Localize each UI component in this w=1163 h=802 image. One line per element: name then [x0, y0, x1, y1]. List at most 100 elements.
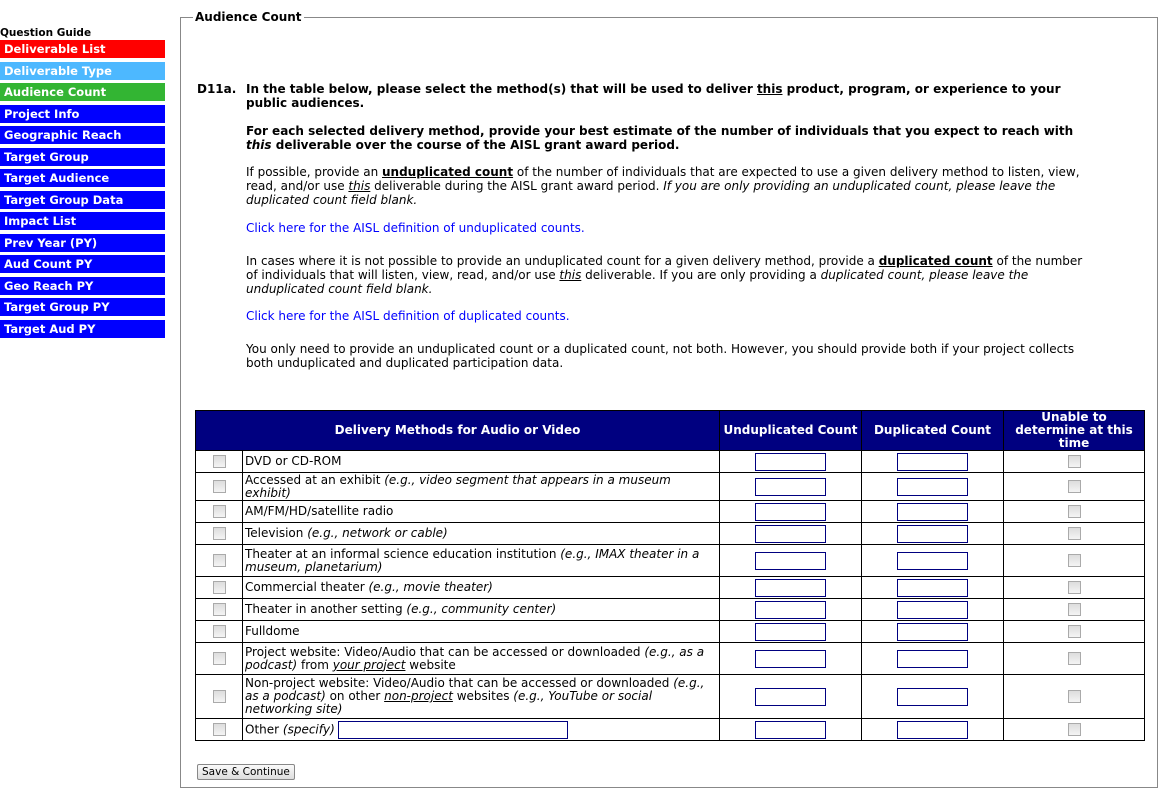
unable-to-determine-checkbox[interactable]: [1067, 527, 1081, 540]
sidebar-item-target-audience[interactable]: Target Audience: [0, 169, 165, 187]
question-d11a: D11a. In the table below, please select …: [197, 82, 1097, 384]
select-method-checkbox[interactable]: [212, 480, 226, 493]
definition-link[interactable]: Click here for the AISL definition of un…: [246, 220, 585, 235]
sidebar-item-geo-reach-py[interactable]: Geo Reach PY: [0, 276, 165, 295]
method-label: AM/FM/HD/satellite radio: [242, 500, 720, 523]
unable-to-determine-checkbox[interactable]: [1067, 505, 1081, 518]
sidebar-item-deliverable-type[interactable]: Deliverable Type: [0, 61, 165, 80]
method-label: Television (e.g., network or cable): [242, 522, 720, 545]
table-row: Theater at an informal science education…: [195, 544, 1145, 577]
text-segment: duplicated count: [878, 253, 993, 268]
select-method-checkbox[interactable]: [212, 652, 226, 665]
unduplicated-count-input[interactable]: [755, 720, 826, 739]
select-method-checkbox[interactable]: [212, 690, 226, 703]
unduplicated-count-input[interactable]: [755, 551, 826, 570]
sidebar-item-target-group-py[interactable]: Target Group PY: [0, 298, 165, 316]
select-method-checkbox[interactable]: [212, 603, 226, 616]
unable-to-determine-checkbox[interactable]: [1067, 554, 1081, 567]
text-segment: deliverable. If you are only providing a: [581, 267, 821, 282]
unduplicated-count-input[interactable]: [755, 477, 826, 496]
method-label: Theater at an informal science education…: [242, 544, 720, 577]
text-segment: (e.g., IMAX theater in a museum, planeta…: [245, 546, 700, 574]
header-unduplicated: Unduplicated Count: [719, 410, 862, 451]
text-segment: AM/FM/HD/satellite radio: [245, 504, 394, 518]
unduplicated-count-input[interactable]: [755, 502, 826, 521]
text-segment: Commercial theater: [245, 580, 369, 594]
unable-to-determine-checkbox[interactable]: [1067, 480, 1081, 493]
duplicated-count-input[interactable]: [897, 578, 968, 597]
duplicated-count-input[interactable]: [897, 524, 968, 543]
unduplicated-count-input[interactable]: [755, 578, 826, 597]
text-segment: this: [246, 137, 272, 152]
sidebar-item-audience-count[interactable]: Audience Count: [0, 83, 165, 101]
sidebar-item-impact-list[interactable]: Impact List: [0, 212, 165, 230]
table-row: Accessed at an exhibit (e.g., video segm…: [195, 472, 1145, 501]
delivery-methods-table: Delivery Methods for Audio or Video Undu…: [195, 410, 1145, 741]
sidebar-item-project-info[interactable]: Project Info: [0, 104, 165, 123]
header-method: Delivery Methods for Audio or Video: [195, 410, 720, 451]
duplicated-count-input[interactable]: [897, 649, 968, 668]
sidebar-item-deliverable-list[interactable]: Deliverable List: [0, 40, 165, 58]
duplicated-count-input[interactable]: [897, 477, 968, 496]
sidebar-item-aud-count-py[interactable]: Aud Count PY: [0, 255, 165, 273]
select-method-checkbox[interactable]: [212, 625, 226, 638]
unduplicated-count-input[interactable]: [755, 452, 826, 471]
duplicated-count-input[interactable]: [897, 687, 968, 706]
text-segment: of the number of individuals that are ex…: [246, 165, 1080, 193]
duplicated-count-input[interactable]: [897, 452, 968, 471]
select-method-checkbox[interactable]: [212, 505, 226, 518]
sidebar-item-prev-year-py[interactable]: Prev Year (PY): [0, 233, 165, 252]
text-segment: (e.g., as a podcast): [245, 676, 705, 703]
section-legend: Audience Count: [195, 10, 302, 24]
unduplicated-count-input[interactable]: [755, 622, 826, 641]
unable-to-determine-checkbox[interactable]: [1067, 625, 1081, 638]
select-method-checkbox[interactable]: [212, 723, 226, 736]
sidebar-item-target-aud-py[interactable]: Target Aud PY: [0, 319, 165, 338]
text-segment: deliverable over the course of the AISL …: [271, 137, 680, 152]
text-segment: this: [756, 82, 783, 96]
duplicated-count-input[interactable]: [897, 622, 968, 641]
unable-to-determine-checkbox[interactable]: [1067, 690, 1081, 703]
method-label: Theater in another setting (e.g., commun…: [242, 598, 720, 621]
unable-to-determine-checkbox[interactable]: [1067, 603, 1081, 616]
unable-to-determine-checkbox[interactable]: [1067, 581, 1081, 594]
question-guide: Question Guide Deliverable List Deliverab…: [0, 27, 165, 341]
unduplicated-count-input[interactable]: [755, 687, 826, 706]
duplicated-count-input[interactable]: [897, 502, 968, 521]
unduplicated-count-input[interactable]: [755, 524, 826, 543]
sidebar-item-target-group-data[interactable]: Target Group Data: [0, 190, 165, 209]
text-segment: websites: [452, 689, 514, 703]
unduplicated-count-input[interactable]: [755, 600, 826, 619]
duplicated-count-input[interactable]: [897, 720, 968, 739]
sidebar-item-target-group[interactable]: Target Group: [0, 147, 165, 166]
unduplicated-count-input[interactable]: [755, 649, 826, 668]
text-segment: Other: [245, 722, 283, 736]
unable-to-determine-checkbox[interactable]: [1067, 723, 1081, 736]
text-segment: In the table below, please select the me…: [246, 82, 757, 96]
select-method-checkbox[interactable]: [212, 581, 226, 594]
text-segment: website: [405, 657, 456, 672]
instruction-paragraph: For each selected delivery method, provi…: [246, 124, 1097, 152]
method-label: Fulldome: [242, 620, 720, 643]
other-specify-input[interactable]: [337, 720, 568, 739]
table-row: Theater in another setting (e.g., commun…: [195, 598, 1145, 621]
duplicated-count-input[interactable]: [897, 600, 968, 619]
select-method-checkbox[interactable]: [212, 455, 226, 468]
table-row: Fulldome: [195, 620, 1145, 643]
question-guide-title: Question Guide: [0, 27, 92, 39]
unable-to-determine-checkbox[interactable]: [1067, 455, 1081, 468]
duplicated-count-input[interactable]: [897, 551, 968, 570]
select-method-checkbox[interactable]: [212, 554, 226, 567]
instruction-paragraph: If possible, provide an unduplicated cou…: [246, 165, 1097, 207]
unable-to-determine-checkbox[interactable]: [1067, 652, 1081, 665]
save-continue-button[interactable]: Save & Continue: [197, 764, 295, 780]
sidebar-item-geographic-reach[interactable]: Geographic Reach: [0, 126, 165, 144]
definition-link[interactable]: Click here for the AISL definition of du…: [246, 309, 570, 323]
text-segment: from: [297, 657, 333, 672]
text-segment: For each selected delivery method, provi…: [246, 123, 1074, 138]
text-segment: of the number of individuals that will l…: [246, 253, 1083, 282]
text-segment: deliverable during the AISL grant award …: [370, 179, 664, 193]
select-method-checkbox[interactable]: [212, 527, 226, 540]
method-label: Commercial theater (e.g., movie theater): [242, 576, 720, 599]
text-segment: (e.g., YouTube or social networking site…: [245, 689, 653, 716]
